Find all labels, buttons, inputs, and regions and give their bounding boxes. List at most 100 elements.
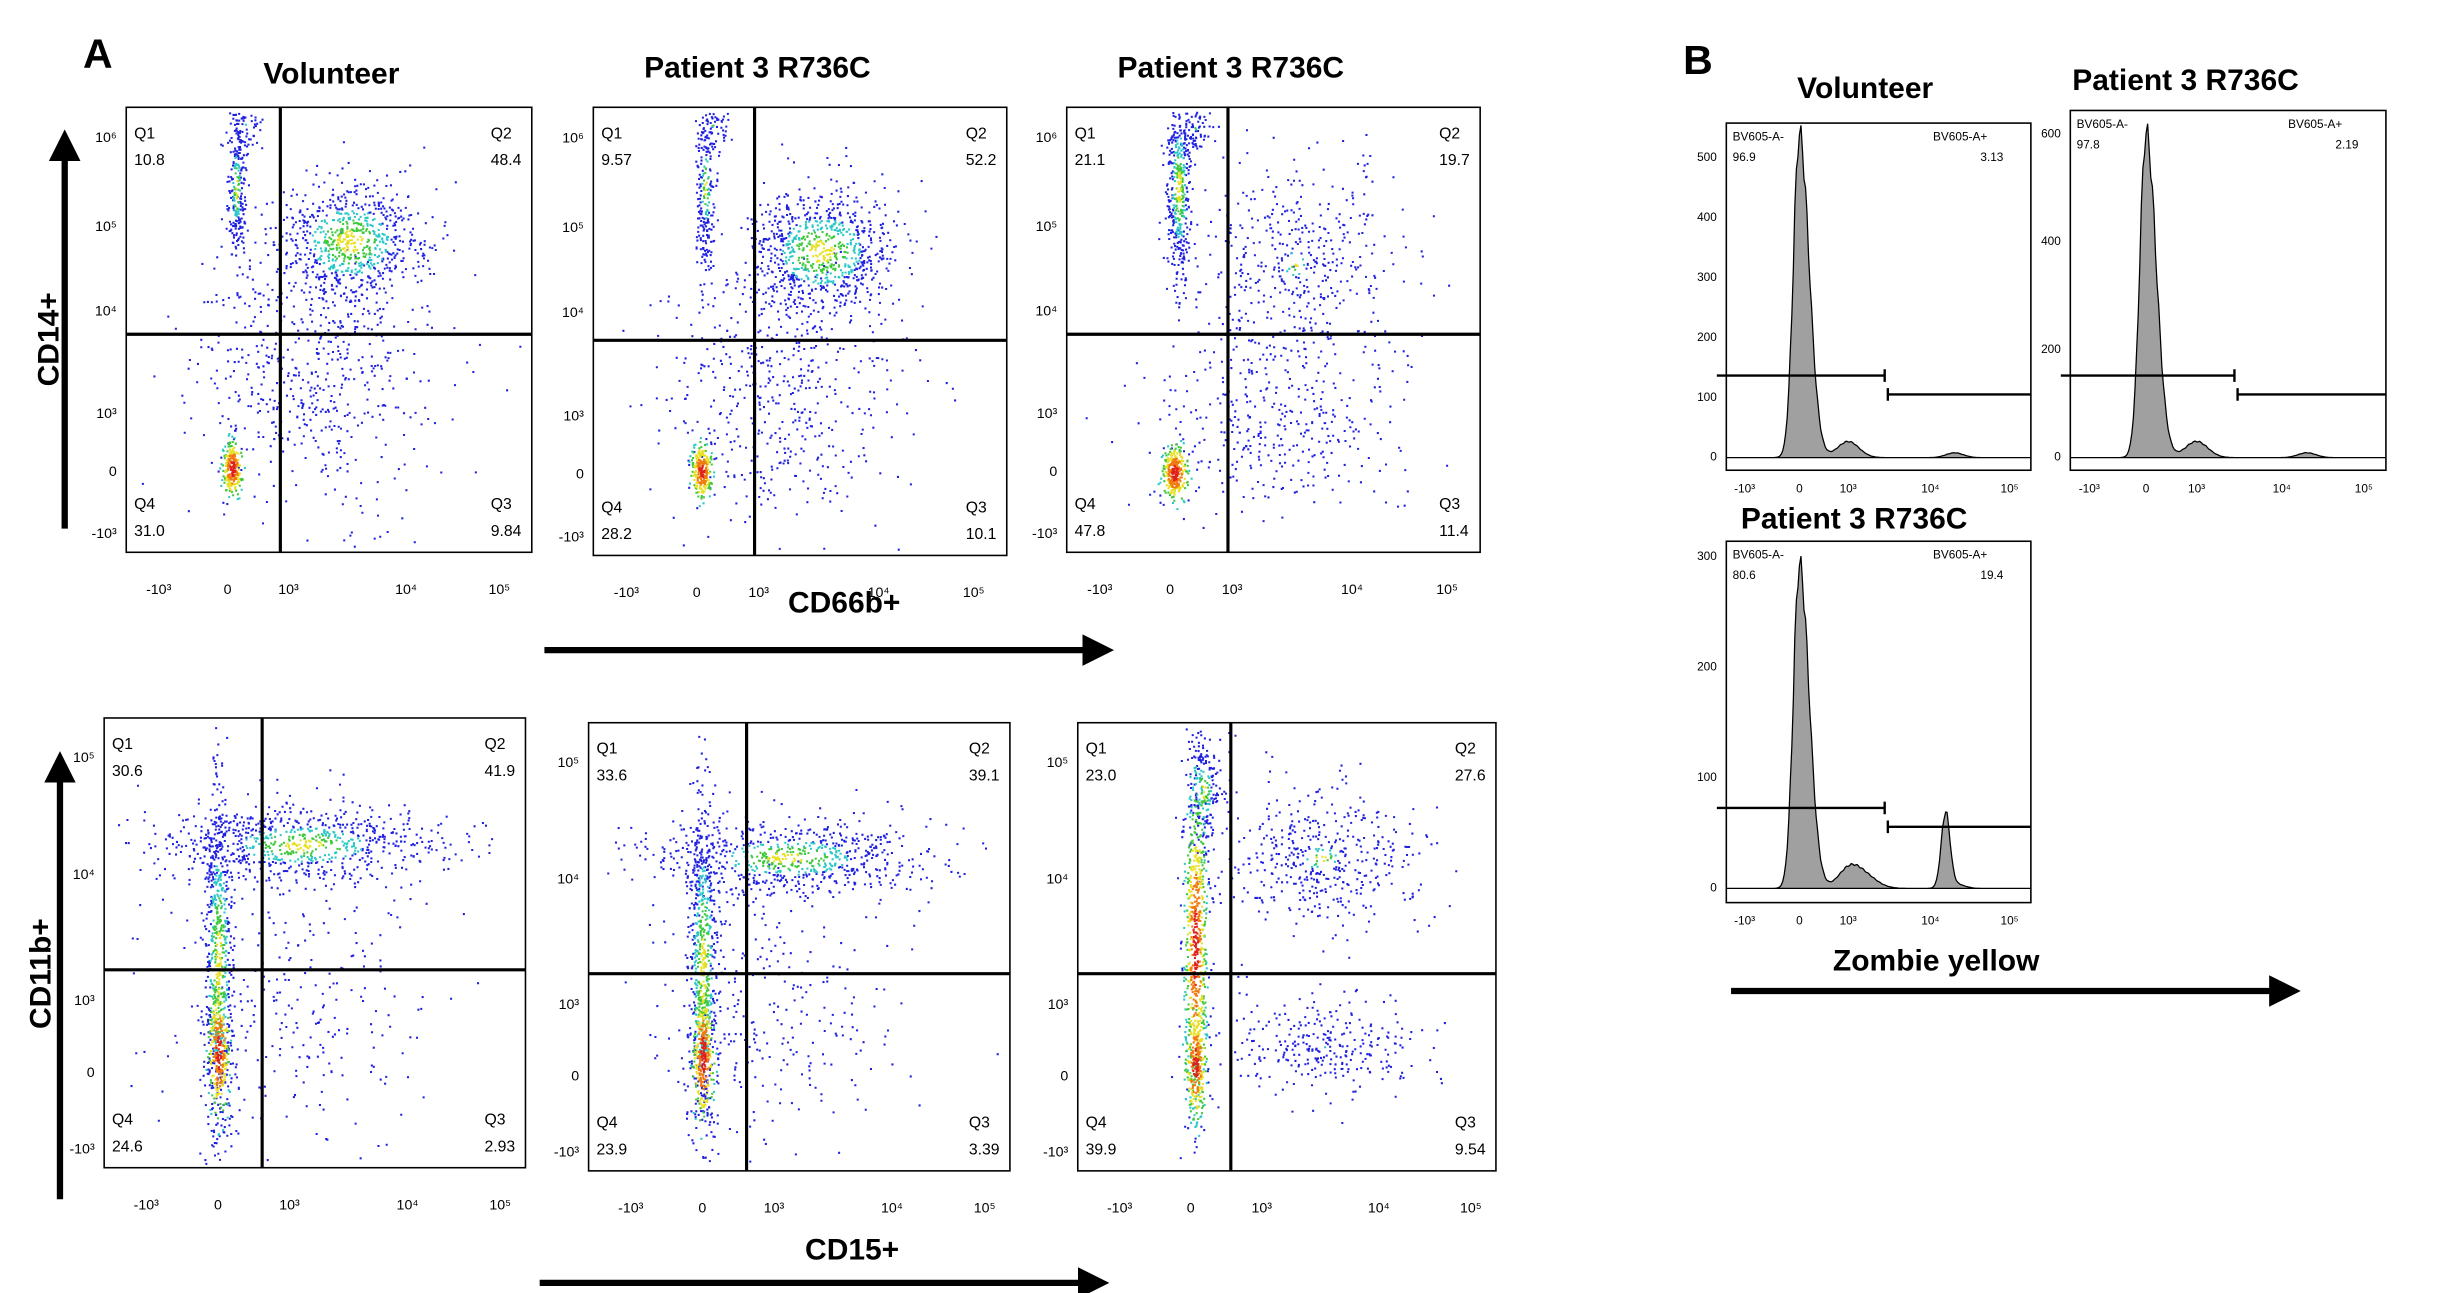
quadrant-value: 39.9: [1086, 1142, 1117, 1159]
quadrant-name: Q2: [969, 741, 990, 758]
event-dots: [215, 1035, 223, 1071]
x-tick-label: 10⁴: [395, 582, 417, 598]
x-tick-label: 10³: [1840, 914, 1857, 928]
event-dots: [622, 112, 957, 551]
gate-name: BV605-A+: [1933, 129, 1987, 143]
event-dots: [691, 846, 829, 1122]
y-tick-label: -10³: [69, 1141, 95, 1157]
y-tick-label: 10³: [563, 408, 584, 424]
event-dots: [224, 180, 364, 492]
x-tick-label: 10⁴: [1368, 1200, 1390, 1216]
quadrant-value: 9.54: [1455, 1142, 1486, 1159]
event-dots: [1186, 785, 1327, 1110]
y-tick-label: 10⁴: [1035, 304, 1057, 320]
plot-frame: [592, 106, 1008, 557]
quadrant-name: Q4: [1086, 1115, 1107, 1132]
quadrant-name: Q3: [969, 1115, 990, 1132]
y-tick-label: 10⁶: [562, 130, 584, 146]
gate-value: 19.4: [1980, 568, 2003, 582]
x-tick-label: 10⁴: [2273, 481, 2291, 495]
plot-frame: [1065, 106, 1481, 554]
y-tick-label: 10⁴: [562, 305, 584, 321]
quadrant-value: 9.84: [491, 523, 522, 540]
quadrant-name: Q2: [491, 125, 512, 142]
quadrant-name: Q3: [484, 1112, 505, 1129]
x-tick-label: 10⁴: [868, 585, 890, 601]
x-tick-label: 10³: [278, 582, 299, 598]
quadrant-value: 33.6: [596, 768, 627, 785]
y-tick-label: 200: [1697, 330, 1717, 344]
x-tick-label: 10³: [2188, 481, 2205, 495]
event-dots: [1171, 728, 1458, 1160]
y-tick-label: 0: [1049, 464, 1057, 480]
x-tick-label: -10³: [614, 585, 640, 601]
y-tick-label: -10³: [559, 529, 585, 545]
quadrant-value: 21.1: [1075, 152, 1106, 169]
x-axis-label: Zombie yellow: [1833, 944, 2040, 977]
quadrant-name: Q2: [1455, 741, 1476, 758]
quadrant-value: 11.4: [1439, 523, 1469, 540]
plot-title: Patient 3 R736C: [2072, 64, 2299, 97]
y-tick-label: 0: [109, 464, 117, 480]
y-tick-label: 10⁶: [1036, 130, 1058, 146]
y-tick-label: 0: [1710, 881, 1717, 895]
gate-name: BV605-A+: [2288, 117, 2342, 131]
y-tick-label: 100: [1697, 770, 1717, 784]
event-dots: [118, 727, 494, 1165]
x-tick-label: -10³: [618, 1200, 644, 1216]
x-axis-label: CD15+: [805, 1233, 899, 1266]
x-tick-label: 10⁴: [1921, 481, 1939, 495]
quadrant-value: 23.0: [1086, 768, 1117, 785]
quadrant-value: 9.57: [601, 152, 632, 169]
y-tick-label: 10⁴: [557, 871, 579, 887]
panel-label: A: [83, 31, 113, 77]
x-tick-label: 0: [698, 1200, 706, 1216]
quadrant-name: Q1: [134, 125, 155, 142]
quadrant-name: Q2: [484, 736, 505, 753]
y-tick-label: 10³: [559, 997, 580, 1013]
plot-frame: [2069, 109, 2387, 472]
plot-title: Patient 3 R736C: [1118, 51, 1345, 84]
x-tick-label: 10³: [748, 585, 769, 601]
x-tick-label: 0: [1187, 1200, 1195, 1216]
y-tick-label: 200: [2041, 342, 2061, 356]
x-tick-label: 10³: [1840, 481, 1857, 495]
quadrant-name: Q4: [134, 496, 155, 513]
quadrant-value: 28.2: [601, 526, 632, 543]
event-dots: [212, 1017, 226, 1088]
gate-line: [2236, 388, 2386, 401]
x-axis-label: CD66b+: [788, 586, 900, 619]
y-tick-label: 300: [1697, 270, 1717, 284]
x-tick-label: 0: [224, 582, 232, 598]
plot-frame: [1076, 721, 1497, 1172]
y-tick-label: 10⁴: [73, 867, 95, 883]
gate-name: BV605-A-: [1733, 129, 1784, 143]
quadrant-value: 19.7: [1439, 152, 1470, 169]
y-tick-label: 100: [1697, 390, 1717, 404]
gate-line: [1716, 369, 1886, 382]
x-tick-label: 0: [2143, 481, 2150, 495]
x-tick-label: 10⁴: [881, 1200, 903, 1216]
quadrant-value: 23.9: [596, 1142, 627, 1159]
quadrant-value: 3.39: [969, 1142, 1000, 1159]
event-dots: [207, 833, 341, 1120]
quadrant-value: 2.93: [484, 1138, 515, 1155]
quadrant-value: 47.8: [1075, 523, 1106, 540]
y-tick-label: 10⁵: [562, 220, 584, 236]
quadrant-name: Q3: [966, 499, 987, 516]
quadrant-value: 30.6: [112, 763, 143, 780]
event-dots: [1167, 457, 1184, 489]
y-tick-label: 0: [87, 1065, 95, 1081]
quadrant-value: 48.4: [491, 152, 522, 169]
event-dots: [699, 1037, 707, 1074]
event-dots: [229, 461, 237, 478]
quadrant-name: Q3: [1439, 496, 1460, 513]
x-tick-label: 10⁵: [2001, 914, 2019, 928]
y-tick-label: 10³: [1037, 406, 1058, 422]
y-tick-label: 10⁵: [95, 219, 117, 235]
gate-name: BV605-A-: [2077, 117, 2128, 131]
x-tick-label: 10⁵: [1460, 1200, 1482, 1216]
x-tick-label: 10⁵: [1436, 582, 1458, 598]
y-tick-label: -10³: [1032, 526, 1058, 542]
